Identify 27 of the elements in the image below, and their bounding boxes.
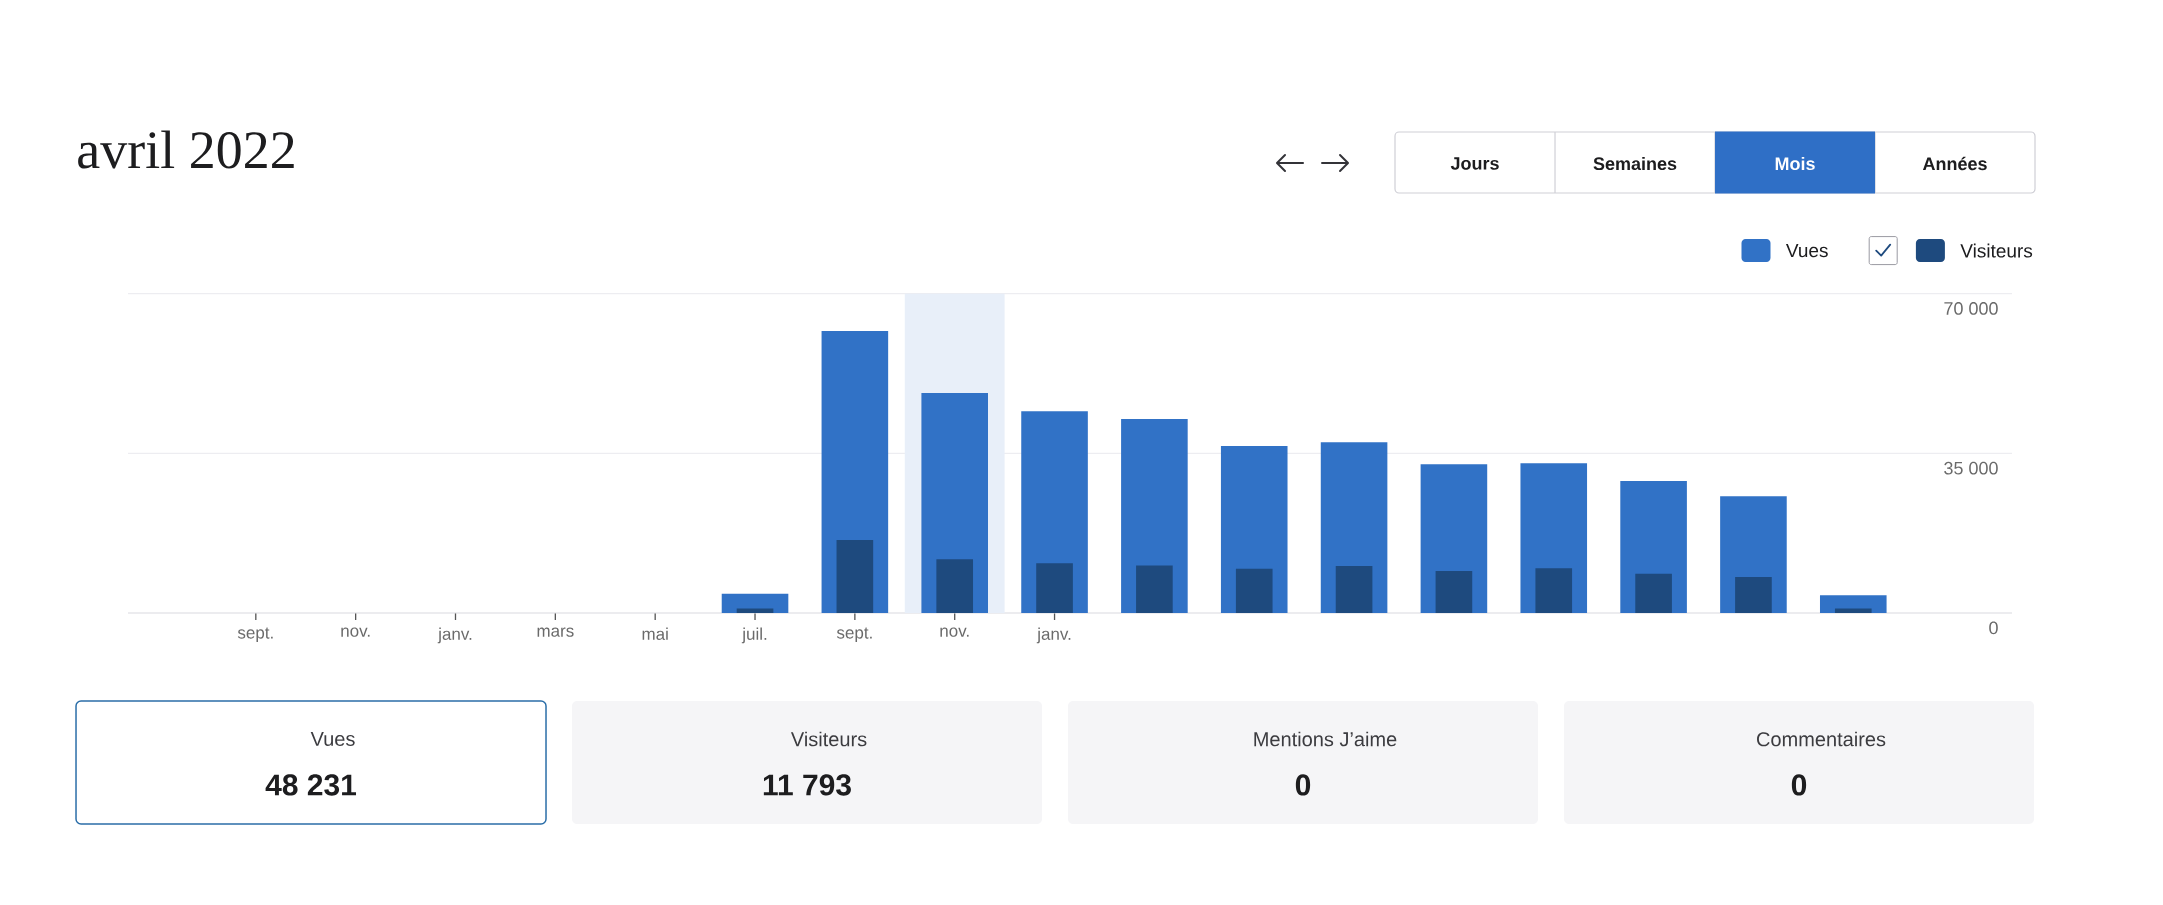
text: Vues (310, 732, 355, 746)
text: 0 (1295, 774, 1311, 796)
legend-label: Vues (1785, 243, 1828, 258)
text: 11 793 (763, 774, 851, 796)
x-tick-label: mai (642, 627, 668, 640)
x-tick-label: nov. (940, 627, 969, 637)
text: Mois (1775, 156, 1815, 171)
text: Mentions J’aime (1254, 731, 1397, 747)
x-tick-label: mars (537, 627, 574, 637)
y-tick-label: 70 000 (1944, 302, 1998, 315)
x-tick-label: nov. (341, 627, 370, 637)
x-tick-label: sept. (836, 627, 872, 643)
text: Commentaires (1757, 731, 1886, 747)
x-tick-label: janv. (1036, 627, 1071, 644)
text: 48 231 (265, 774, 357, 796)
text: Visiteurs (790, 731, 867, 747)
y-tick-label: 0 (1989, 621, 1998, 635)
text: Jours (1450, 157, 1499, 170)
x-tick-label: juil. (741, 627, 767, 644)
legend-label: Visiteurs (1960, 243, 2033, 258)
text: Semaines (1593, 156, 1677, 171)
x-tick-label: sept. (237, 627, 273, 643)
text: 0 (1791, 774, 1807, 796)
chart-title: avril 2022 (78, 130, 294, 169)
x-tick-label: janv. (437, 627, 472, 644)
y-tick-label: 35 000 (1944, 461, 1998, 475)
text: Années (1922, 156, 1987, 171)
